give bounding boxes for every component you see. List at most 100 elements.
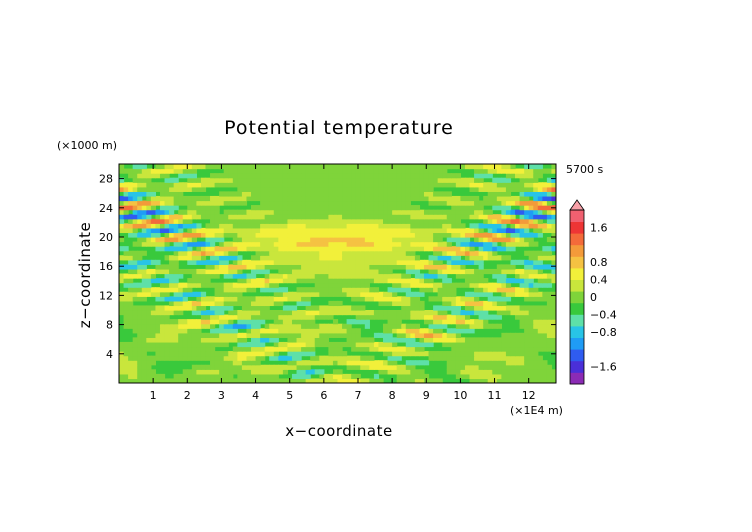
heatmap-cell	[455, 241, 461, 247]
heatmap-cell	[478, 223, 484, 229]
heatmap-cell	[410, 300, 416, 307]
heatmap-cell	[164, 319, 170, 325]
heatmap-cell	[492, 314, 498, 320]
heatmap-cell	[478, 173, 484, 179]
heatmap-cell	[414, 273, 421, 279]
heatmap-cell	[205, 241, 211, 247]
heatmap-cell	[296, 186, 302, 192]
heatmap-cell	[423, 351, 430, 357]
heatmap-cell	[496, 200, 502, 206]
heatmap-cell	[528, 296, 534, 302]
heatmap-cell	[537, 332, 543, 338]
heatmap-cell	[323, 378, 329, 383]
heatmap-cell	[137, 351, 143, 357]
heatmap-cell	[346, 195, 352, 202]
colorbar-segment	[570, 221, 584, 234]
heatmap-cell	[346, 305, 352, 311]
heatmap-cell	[528, 273, 534, 279]
heatmap-cell	[542, 364, 548, 370]
heatmap-cell	[123, 369, 129, 375]
heatmap-cell	[542, 273, 548, 279]
heatmap-cell	[196, 296, 202, 302]
heatmap-cell	[128, 264, 134, 270]
heatmap-cell	[501, 241, 507, 247]
heatmap-cell	[269, 223, 275, 229]
heatmap-cell	[460, 364, 466, 370]
heatmap-cell	[546, 378, 553, 383]
heatmap-cell	[360, 241, 366, 247]
heatmap-cell	[537, 168, 543, 174]
heatmap-cell	[255, 300, 261, 307]
heatmap-cell	[464, 195, 471, 202]
heatmap-cell	[346, 241, 352, 247]
heatmap-cell	[273, 351, 279, 357]
heatmap-cell	[219, 291, 225, 297]
heatmap-cell	[141, 241, 147, 247]
heatmap-cell	[342, 250, 348, 256]
heatmap-cell	[319, 195, 325, 202]
heatmap-cell	[492, 223, 498, 229]
heatmap-cell	[455, 177, 461, 183]
heatmap-cell	[392, 227, 398, 234]
heatmap-cell	[451, 237, 457, 243]
heatmap-cell	[405, 214, 411, 220]
heatmap-cell	[196, 227, 202, 234]
heatmap-cell	[187, 250, 193, 256]
heatmap-cell	[364, 218, 370, 224]
heatmap-cell	[255, 319, 261, 325]
heatmap-cell	[332, 205, 339, 211]
heatmap-cell	[251, 246, 257, 252]
heatmap-cell	[437, 191, 443, 197]
heatmap-cell	[223, 246, 229, 252]
heatmap-cell	[228, 200, 234, 206]
heatmap-cell	[282, 177, 289, 183]
heatmap-cell	[478, 360, 484, 366]
heatmap-cell	[210, 300, 216, 307]
heatmap-cell	[178, 337, 184, 343]
heatmap-cell	[164, 378, 170, 383]
heatmap-cell	[487, 250, 493, 256]
heatmap-cell	[487, 214, 493, 220]
heatmap-cell	[278, 310, 284, 316]
heatmap-cell	[228, 268, 234, 275]
heatmap-cell	[328, 323, 334, 329]
heatmap-cell	[346, 205, 352, 211]
heatmap-cell	[410, 255, 416, 261]
heatmap-cell	[469, 360, 475, 366]
heatmap-cell	[524, 259, 530, 265]
heatmap-cell	[364, 360, 370, 366]
heatmap-cell	[515, 314, 521, 320]
heatmap-cell	[141, 332, 147, 338]
heatmap-cell	[132, 364, 138, 370]
heatmap-cell	[246, 310, 252, 316]
heatmap-cell	[405, 250, 411, 256]
heatmap-cell	[342, 273, 348, 279]
heatmap-cell	[423, 337, 430, 343]
heatmap-cell	[173, 346, 179, 352]
heatmap-cell	[119, 195, 125, 202]
heatmap-cell	[501, 186, 507, 192]
heatmap-cell	[546, 282, 553, 288]
heatmap-cell	[251, 195, 257, 202]
heatmap-cell	[146, 278, 152, 284]
heatmap-cell	[446, 227, 452, 234]
heatmap-cell	[337, 310, 343, 316]
heatmap-cell	[146, 323, 152, 329]
heatmap-cell	[405, 278, 411, 284]
heatmap-cell	[223, 328, 229, 334]
heatmap-cell	[141, 223, 147, 229]
heatmap-cell	[237, 191, 243, 197]
heatmap-cell	[301, 168, 307, 174]
heatmap-cell	[319, 360, 325, 366]
heatmap-cell	[328, 373, 334, 380]
heatmap-cell	[364, 337, 370, 343]
heatmap-cell	[296, 214, 302, 220]
colorbar-label: −0.8	[590, 326, 617, 339]
heatmap-cell	[282, 205, 289, 211]
heatmap-cell	[533, 369, 539, 375]
heatmap-cell	[159, 341, 166, 348]
heatmap-cell	[223, 214, 229, 220]
heatmap-cell	[237, 209, 243, 215]
heatmap-cell	[310, 186, 316, 192]
